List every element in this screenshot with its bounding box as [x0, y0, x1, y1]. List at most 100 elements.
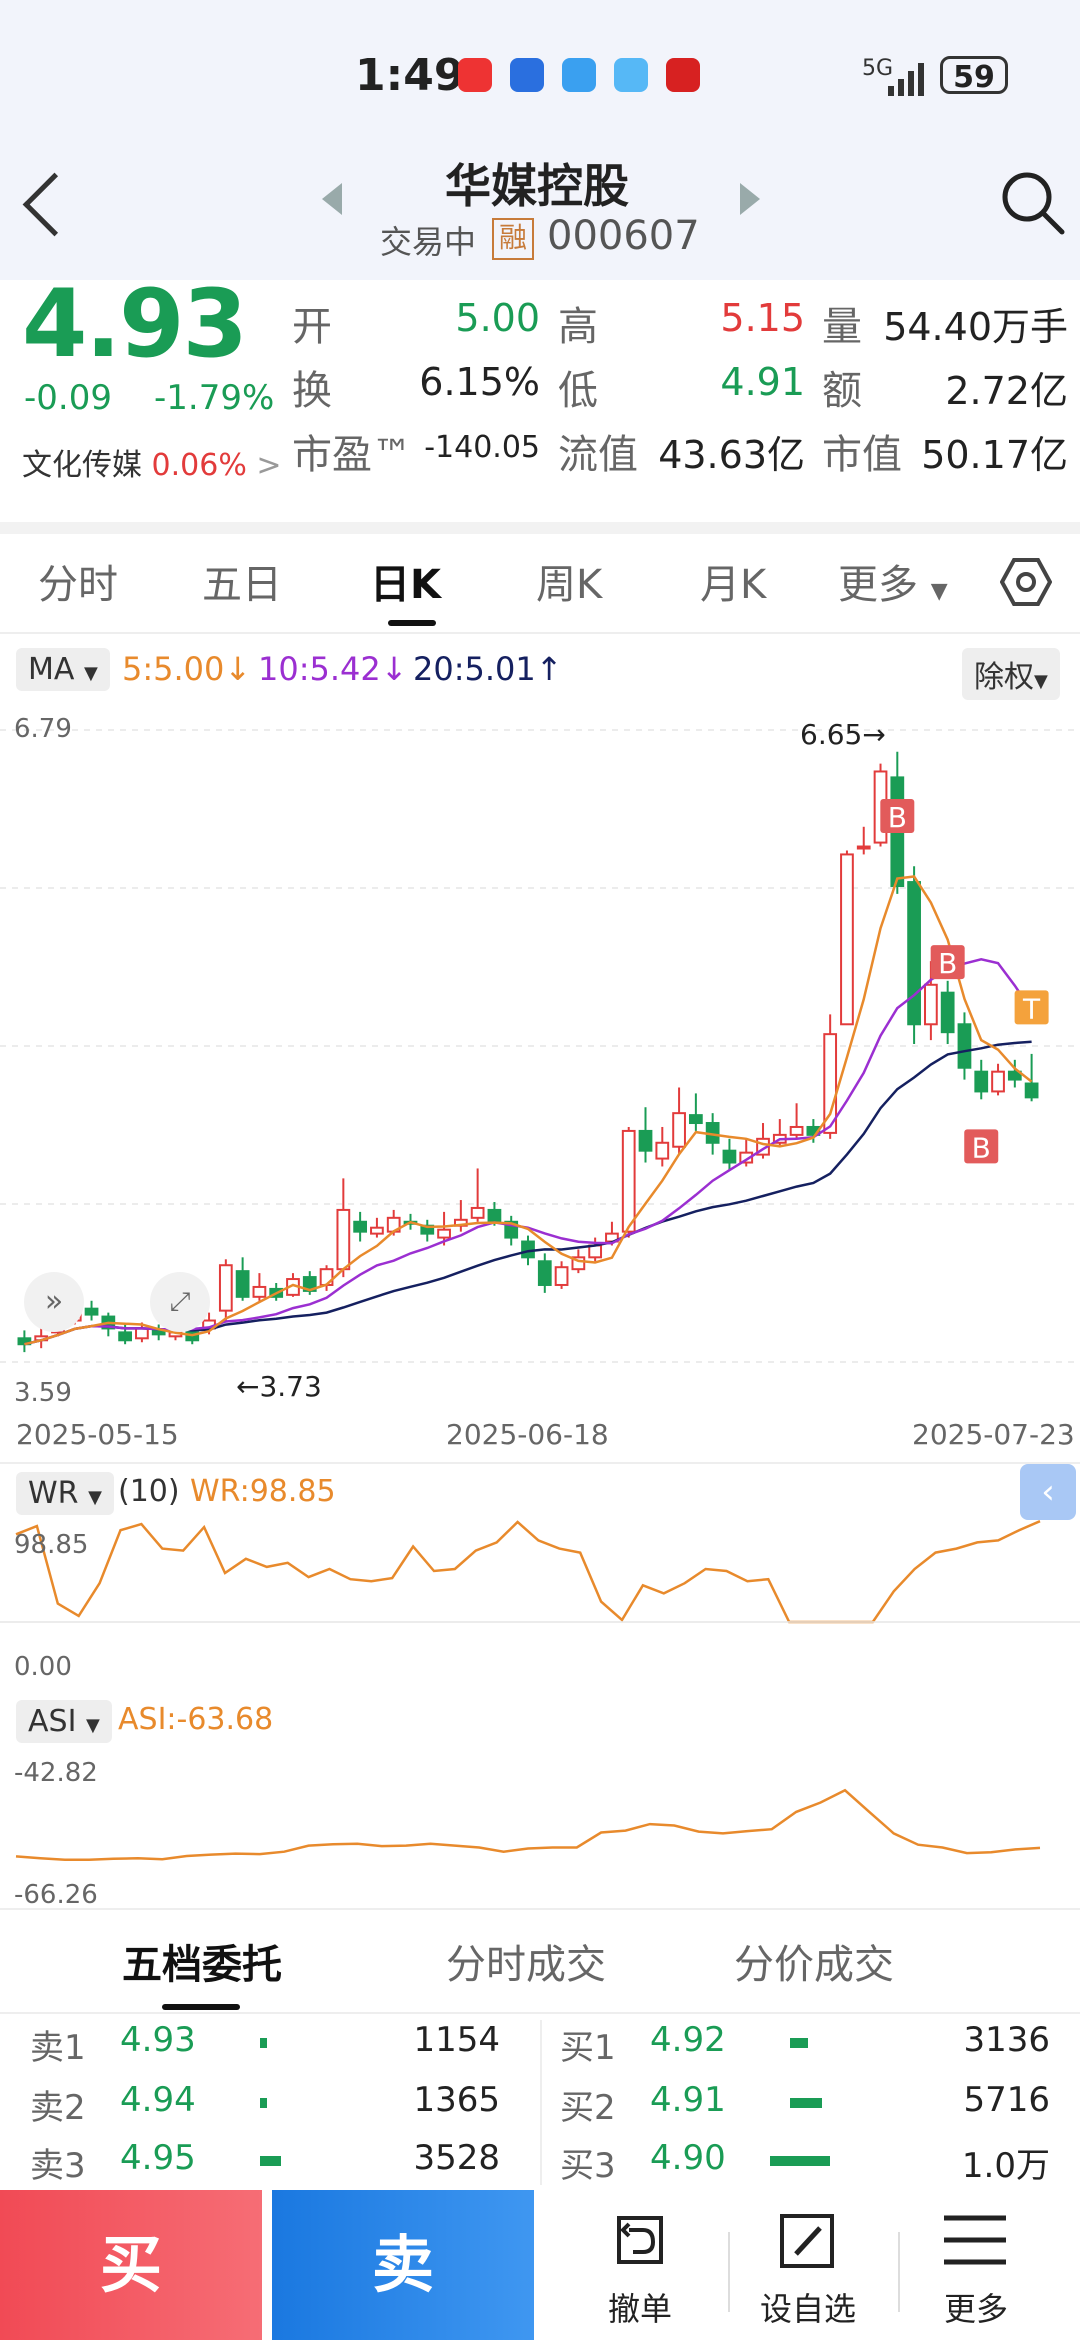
divider	[0, 2012, 1080, 2014]
sell-row-1[interactable]: 卖1 4.93 1154	[30, 2020, 530, 2070]
buy-row-2[interactable]: 买2 4.91 5716	[560, 2080, 1060, 2130]
ma20-line	[24, 1040, 1032, 1346]
last-price: 4.93	[22, 270, 248, 379]
low-annotation: ←3.73	[236, 1370, 322, 1403]
sector-link[interactable]: 文化传媒 0.06% >	[22, 448, 282, 483]
level-label: 买3	[560, 2146, 616, 2186]
level-volume-bar	[770, 2156, 830, 2166]
divider	[540, 2020, 542, 2185]
buy-row-3[interactable]: 买3 4.90 1.0万	[560, 2138, 1060, 2188]
divider	[0, 1462, 1080, 1464]
level-label: 买1	[560, 2028, 616, 2068]
field-value: 4.91	[720, 360, 805, 404]
level-price: 4.94	[120, 2080, 196, 2120]
sell-button[interactable]: 卖	[272, 2190, 534, 2340]
candle-body	[823, 1033, 838, 1134]
field-value: 5.00	[455, 296, 540, 340]
sector-pct: 0.06%	[151, 448, 247, 483]
tab-monthly-k[interactable]: 月K	[700, 562, 767, 608]
next-stock-icon[interactable]	[740, 183, 760, 215]
candle-body	[789, 1125, 804, 1136]
field-value: 2.72亿	[945, 369, 1068, 413]
tab-price-trades[interactable]: 分价成交	[734, 1942, 894, 1988]
candle-body	[621, 1129, 636, 1233]
level-volume-bar	[260, 2038, 267, 2048]
tab-more[interactable]: 更多 ▼	[838, 562, 948, 608]
sell-row-2[interactable]: 卖2 4.94 1365	[30, 2080, 530, 2130]
asi-line	[15, 1788, 1041, 1861]
cancel-order-label[interactable]: 撤单	[607, 2290, 672, 2328]
tab-five-day[interactable]: 五日	[202, 562, 282, 608]
trade-marker	[1014, 990, 1049, 1025]
expand-sidebar-icon[interactable]: »	[24, 1272, 84, 1332]
prev-stock-icon[interactable]	[322, 183, 342, 215]
candle-body	[437, 1228, 451, 1239]
candle-body	[353, 1220, 368, 1233]
x-end-label: 2025-07-23	[912, 1418, 1075, 1451]
y-min-label: 3.59	[14, 1378, 72, 1408]
level-volume: 1154	[413, 2020, 500, 2060]
candle-body	[1007, 1070, 1022, 1081]
asi-max-label: -42.82	[14, 1758, 98, 1788]
field-value: 5.15	[720, 296, 805, 340]
cancel-order-icon[interactable]	[605, 2210, 675, 2270]
edit-watchlist-icon[interactable]	[772, 2210, 842, 2270]
active-tab-indicator	[388, 620, 436, 626]
trade-marker-label: B	[972, 1131, 991, 1164]
wr-selector[interactable]: WR ▼	[16, 1472, 114, 1515]
candle-body	[840, 853, 854, 1026]
wr-max-label: 98.85	[14, 1530, 89, 1560]
wr-label: WR	[28, 1476, 79, 1511]
tab-intraday[interactable]: 分时	[38, 562, 118, 608]
huawei-app-icon	[458, 58, 492, 92]
level-volume-bar	[790, 2038, 808, 2048]
divider	[728, 2232, 730, 2312]
kline-chart[interactable]: B B B T	[0, 710, 1080, 1910]
tab-daily-k[interactable]: 日K	[370, 562, 441, 608]
menu-icon[interactable]	[942, 2212, 1008, 2268]
fullscreen-icon[interactable]: ⤢	[150, 1272, 210, 1332]
ma-selector-label: MA	[28, 652, 75, 687]
ma5-value: 5:5.00↓	[122, 650, 252, 688]
active-tab-indicator	[162, 2004, 240, 2010]
trade-marker	[964, 1129, 999, 1164]
candle-body	[739, 1151, 754, 1164]
tab-tick-trades[interactable]: 分时成交	[446, 1942, 606, 1988]
field-value: 43.63亿	[658, 433, 805, 477]
more-label[interactable]: 更多	[943, 2290, 1008, 2328]
ma-selector[interactable]: MA ▼	[16, 648, 110, 691]
candle-body	[571, 1256, 586, 1271]
level-volume: 1.0万	[961, 2146, 1050, 2186]
wr-period: (10)	[118, 1474, 180, 1509]
wr-min-label: 0.00	[14, 1652, 72, 1682]
app-icon	[510, 58, 544, 92]
status-time: 1:49	[355, 50, 465, 101]
candle-body	[504, 1220, 519, 1239]
stock-header	[0, 150, 1080, 280]
candle-body	[521, 1240, 535, 1259]
adjust-selector[interactable]: 除权▼	[962, 648, 1060, 700]
divider	[898, 2232, 900, 2312]
search-icon[interactable]	[1000, 170, 1066, 236]
add-watchlist-label[interactable]: 设自选	[759, 2290, 856, 2328]
candle-body	[1024, 1082, 1039, 1099]
tab-weekly-k[interactable]: 周K	[536, 562, 603, 608]
asi-selector[interactable]: ASI ▼	[16, 1700, 112, 1743]
wr-value: WR:98.85	[190, 1474, 336, 1509]
weather-icon	[614, 58, 648, 92]
candle-body	[235, 1270, 250, 1298]
tab-order-book[interactable]: 五档委托	[122, 1942, 282, 1988]
level-volume-bar	[790, 2098, 822, 2108]
price-change: -0.09	[24, 378, 112, 418]
field-label: 市盈™	[292, 432, 412, 478]
candle-body	[319, 1268, 334, 1286]
sell-row-3[interactable]: 卖3 4.95 3528	[30, 2138, 530, 2188]
settings-icon[interactable]	[1000, 556, 1052, 608]
ma10-value: 10:5.42↓	[258, 650, 408, 688]
candle-body	[135, 1327, 149, 1340]
buy-button[interactable]: 买	[0, 2190, 262, 2340]
level-label: 卖1	[30, 2028, 86, 2068]
collapse-panel-icon[interactable]: ‹	[1020, 1464, 1076, 1520]
level-price: 4.91	[650, 2080, 726, 2120]
buy-row-1[interactable]: 买1 4.92 3136	[560, 2020, 1060, 2070]
